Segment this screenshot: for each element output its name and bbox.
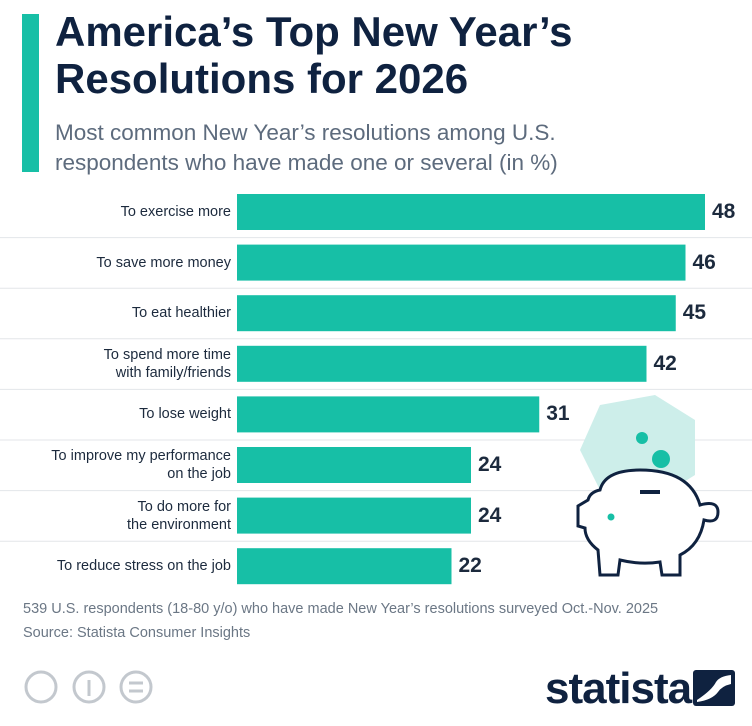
logo: statista xyxy=(545,664,692,713)
bar xyxy=(237,244,686,281)
category-label: To improve my performance on the job xyxy=(51,448,231,482)
value-label: 24 xyxy=(478,453,502,476)
category-label: To exercise more xyxy=(120,204,231,220)
value-label: 45 xyxy=(682,301,707,325)
chart-title: America’s Top New Year’s Resolutions for… xyxy=(55,8,573,102)
bar xyxy=(237,447,471,483)
piggy-bank xyxy=(576,395,720,577)
bar xyxy=(237,396,540,433)
source: Source: Statista Consumer Insights xyxy=(23,625,251,641)
category-label: To save more money xyxy=(96,254,231,271)
bar xyxy=(237,295,676,332)
category-label: To eat healthier xyxy=(131,305,231,322)
category-label: To reduce stress on the job xyxy=(56,558,231,575)
value-label: 31 xyxy=(546,402,570,426)
value-label: 48 xyxy=(712,200,736,223)
value-label: 46 xyxy=(692,250,716,274)
accent-bar xyxy=(22,14,39,172)
category-label: To lose weight xyxy=(139,406,231,423)
value-label: 22 xyxy=(458,554,482,578)
note: 539 U.S. respondents (18-80 y/o) who hav… xyxy=(23,601,659,617)
bar xyxy=(237,548,452,585)
chart-subtitle: Most common New Year’s resolutions among… xyxy=(55,120,558,175)
category-label: To spend more time with family/friends xyxy=(103,346,231,381)
value-label: 42 xyxy=(653,351,677,375)
bar xyxy=(237,194,705,230)
bar xyxy=(237,497,471,534)
category-label: To do more for the environment xyxy=(127,498,231,533)
bar xyxy=(237,345,647,382)
value-label: 24 xyxy=(478,503,502,527)
logo-icon xyxy=(693,670,735,706)
license-icons xyxy=(24,670,153,704)
